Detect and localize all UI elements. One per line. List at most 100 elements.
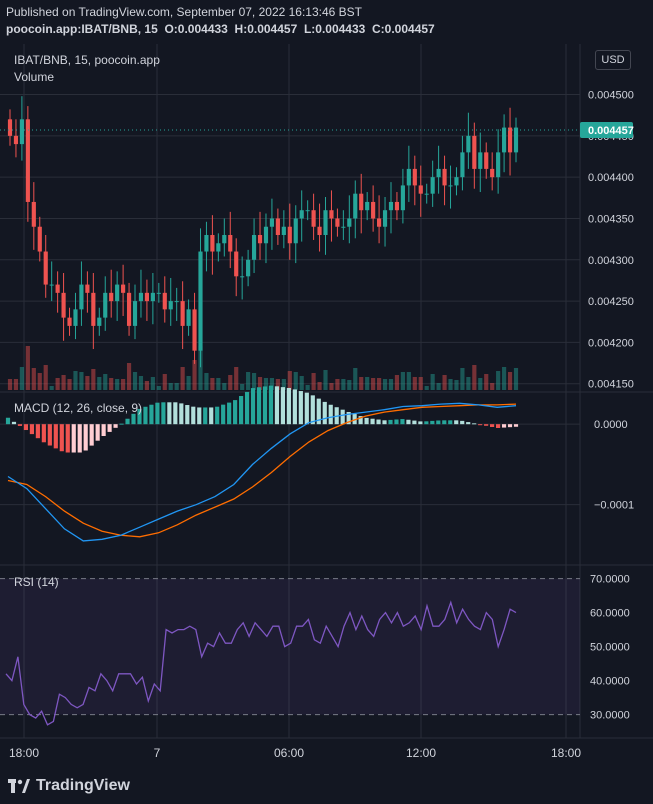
macd-histogram-bar xyxy=(244,391,250,425)
candle-body xyxy=(61,292,66,318)
candle-body xyxy=(490,168,495,178)
macd-histogram-bar xyxy=(23,424,29,431)
last-price-label: 0.004457 xyxy=(588,125,634,137)
volume-bar xyxy=(484,374,489,390)
candle-body xyxy=(394,201,400,211)
candle-body xyxy=(25,119,30,202)
macd-histogram-bar xyxy=(394,419,399,425)
volume-bar xyxy=(150,377,155,390)
macd-histogram-bar xyxy=(29,424,34,435)
macd-histogram-bar xyxy=(179,403,184,425)
candle-body xyxy=(400,185,405,211)
candle-body xyxy=(275,218,280,235)
volume-bar xyxy=(240,384,245,390)
volume-bar xyxy=(412,377,417,390)
volume-bar xyxy=(502,367,507,390)
volume-bar xyxy=(19,367,24,390)
volume-bar xyxy=(507,372,513,390)
candle-body xyxy=(222,235,227,244)
candle-body xyxy=(454,177,459,186)
volume-bar xyxy=(228,375,233,390)
candle-body xyxy=(109,292,114,302)
candle-body xyxy=(287,226,292,244)
macd-histogram-bar xyxy=(101,424,106,437)
volume-bar xyxy=(192,360,197,390)
time-axis-label: 18:00 xyxy=(551,746,581,760)
macd-histogram-bar xyxy=(448,420,453,425)
volume-bar xyxy=(246,372,251,390)
candle-body xyxy=(246,259,251,277)
candle-body xyxy=(299,210,304,219)
candle-body xyxy=(79,284,84,310)
macd-histogram-bar xyxy=(185,405,190,425)
volume-bar xyxy=(115,379,120,390)
macd-histogram-bar xyxy=(83,424,88,451)
candle-body xyxy=(162,292,167,310)
volume-bar xyxy=(472,365,477,390)
open-value: 0.004433 xyxy=(177,22,228,36)
macd-histogram-bar xyxy=(418,421,423,425)
candle-body xyxy=(442,168,447,186)
macd-histogram-bar xyxy=(53,424,58,449)
volume-bar xyxy=(222,383,227,390)
volume-bar xyxy=(126,363,132,390)
rsi-tick-label: 50.0000 xyxy=(590,642,630,654)
candle-body xyxy=(97,317,102,326)
macd-histogram-bar xyxy=(71,424,76,453)
volume-bar xyxy=(138,376,144,390)
candle-body xyxy=(430,177,435,194)
currency-button[interactable]: USD xyxy=(595,50,631,70)
open-label: O: xyxy=(164,22,178,36)
macd-histogram-bar xyxy=(221,404,226,425)
macd-histogram-bar xyxy=(501,424,507,428)
volume-bar xyxy=(79,372,84,390)
macd-histogram-bar xyxy=(298,391,303,425)
candle-body xyxy=(329,210,334,219)
macd-histogram-bar xyxy=(77,424,82,453)
rsi-band-background xyxy=(0,578,580,715)
rsi-tick-label: 70.0000 xyxy=(590,574,630,586)
candle-body xyxy=(323,210,328,235)
candle-body xyxy=(293,218,298,244)
macd-histogram-bar xyxy=(340,409,345,425)
macd-tick-label: −0.0001 xyxy=(594,500,634,512)
macd-histogram-bar xyxy=(316,398,321,425)
volume-bar xyxy=(25,346,30,390)
volume-bar xyxy=(257,377,263,390)
tradingview-logo[interactable]: TradingView xyxy=(8,777,130,795)
macd-histogram-bar xyxy=(382,420,387,425)
price-tick-label: 0.004400 xyxy=(588,172,634,184)
macd-histogram-bar xyxy=(268,385,274,425)
time-axis-label: 7 xyxy=(154,746,161,760)
macd-histogram-bar xyxy=(274,386,280,425)
candle-body xyxy=(305,210,310,212)
volume-bar xyxy=(400,372,405,390)
rsi-pane-title: RSI (14) xyxy=(14,575,59,589)
macd-histogram-bar xyxy=(250,388,256,425)
volume-bar xyxy=(13,379,19,390)
volume-bar xyxy=(97,377,102,390)
high-value: 0.004457 xyxy=(247,22,298,36)
macd-histogram-bar xyxy=(412,420,417,425)
price-tick-label: 0.004150 xyxy=(588,379,634,391)
volume-bar xyxy=(91,369,96,390)
candle-body xyxy=(67,317,72,326)
volume-bar xyxy=(174,383,179,390)
candle-body xyxy=(269,218,275,227)
volume-bar xyxy=(210,378,215,390)
macd-histogram-bar xyxy=(41,424,46,443)
macd-histogram-bar xyxy=(286,387,291,425)
macd-histogram-bar xyxy=(197,407,202,425)
volume-bar xyxy=(424,386,429,390)
macd-histogram-bar xyxy=(292,389,297,425)
candle-body xyxy=(55,284,60,293)
volume-bar xyxy=(204,373,209,390)
volume-bar xyxy=(67,379,72,390)
macd-histogram-bar xyxy=(436,420,441,425)
candle-body xyxy=(138,292,144,302)
volume-bar xyxy=(382,379,388,390)
price-tick-label: 0.004350 xyxy=(588,213,634,225)
candle-body xyxy=(406,168,411,186)
price-tick-label: 0.004250 xyxy=(588,296,634,308)
